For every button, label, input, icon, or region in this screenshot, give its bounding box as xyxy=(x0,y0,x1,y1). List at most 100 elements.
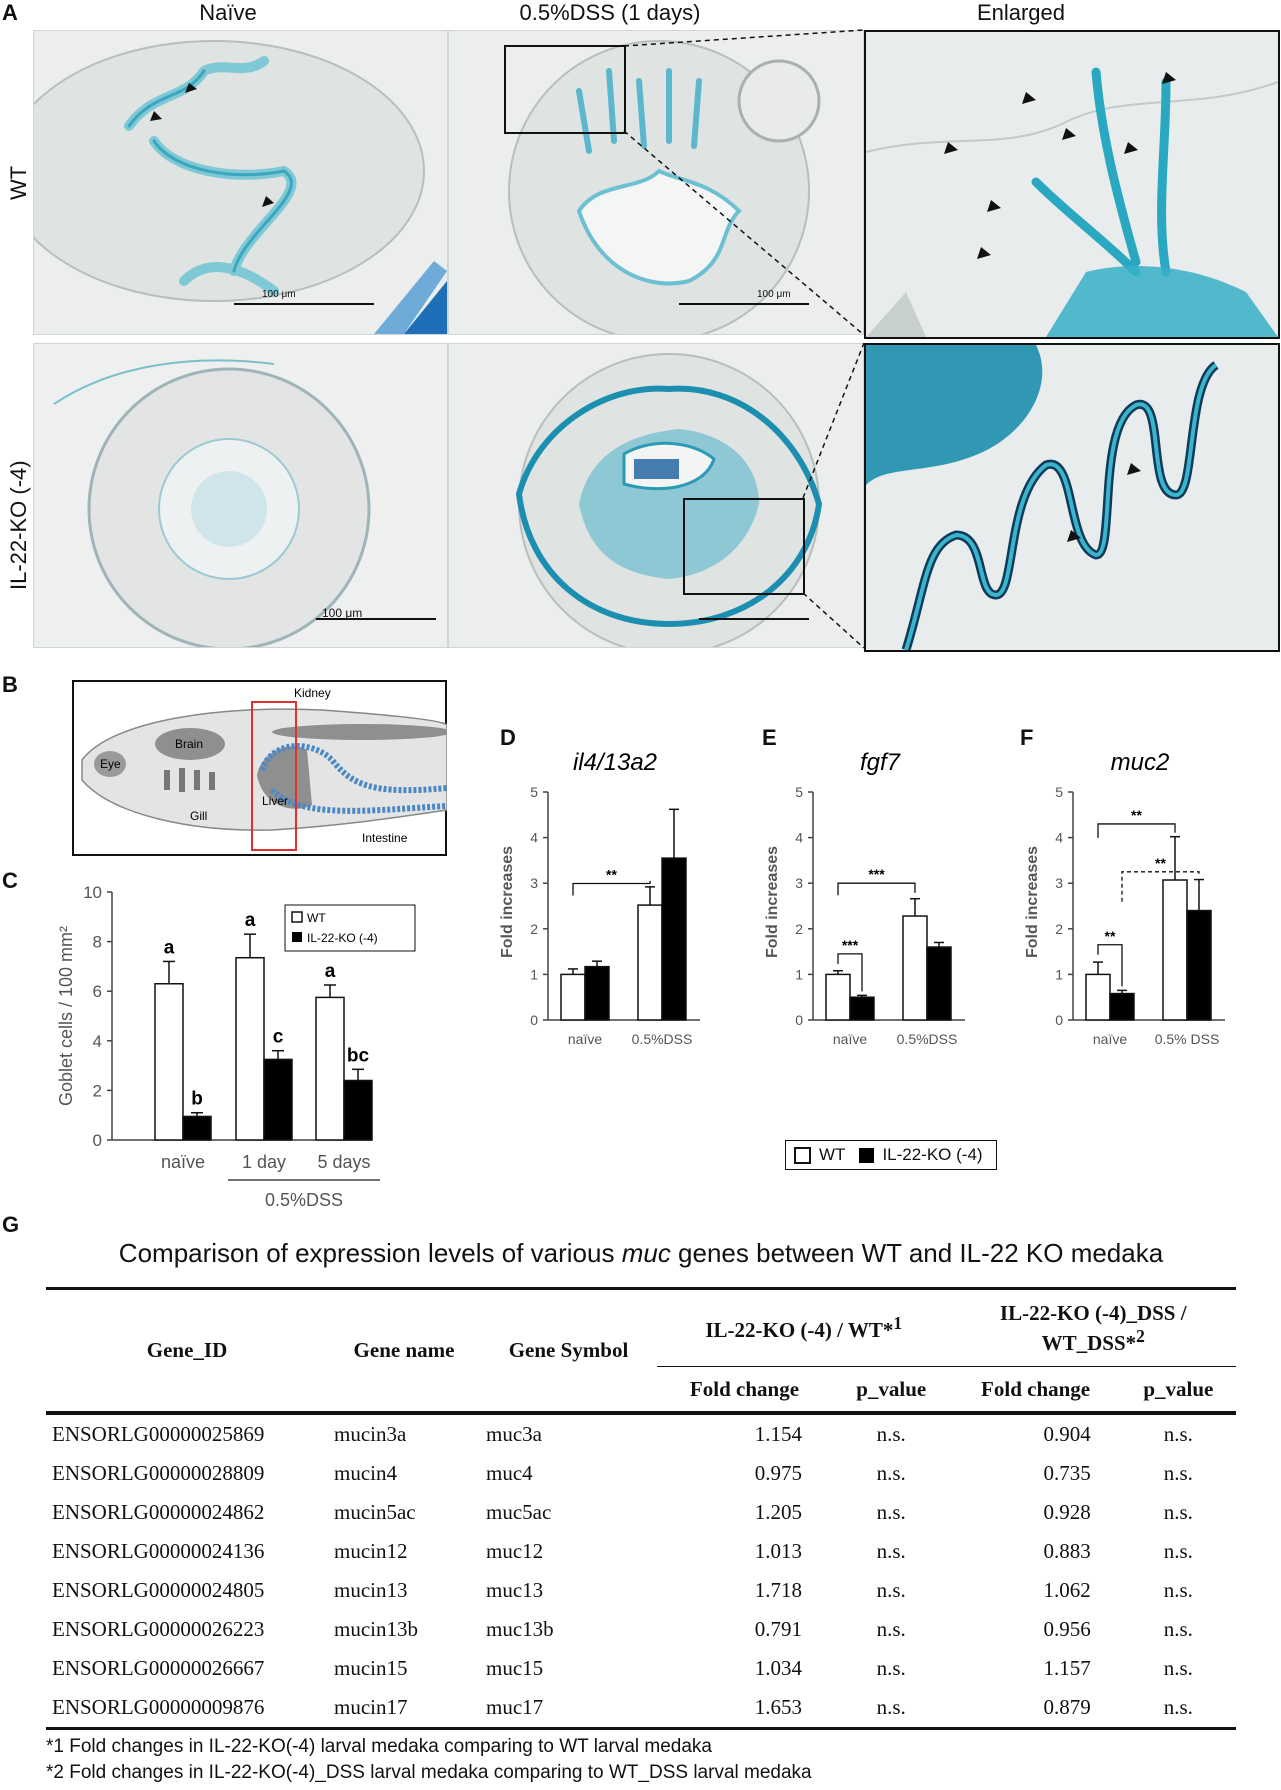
cell-gene-name: mucin5ac xyxy=(334,1500,416,1524)
cell-p-value-1: n.s. xyxy=(876,1656,906,1680)
c-group-label: 0.5%DSS xyxy=(265,1190,343,1210)
panel_f-y-tick-label: 1 xyxy=(1055,966,1063,982)
fish-label-gill: Gill xyxy=(190,809,207,823)
cell-fold-change-1: 1.205 xyxy=(754,1500,802,1524)
def-legend-wt-swatch xyxy=(794,1146,811,1164)
panel-b-letter: B xyxy=(2,672,18,697)
c-letter-label: a xyxy=(164,937,175,958)
panel-g-letter: G xyxy=(2,1212,20,1237)
panel_d-y-axis-label: Fold increases xyxy=(499,846,516,958)
cell-gene-name: mucin13b xyxy=(334,1617,418,1641)
panel_d-y-tick-label: 0 xyxy=(530,1012,538,1028)
cell-gene-name: mucin15 xyxy=(334,1656,408,1680)
c-letter-label: c xyxy=(273,1027,284,1048)
panel_f-bar xyxy=(1162,879,1188,1021)
def-legend-ko: IL-22-KO (-4) xyxy=(882,1145,983,1164)
th-gene-symbol: Gene Symbol xyxy=(508,1338,629,1362)
c-legend-ko-swatch xyxy=(292,932,302,942)
cell-gene-symbol: muc13b xyxy=(486,1617,554,1641)
c-category-label: 5 days xyxy=(317,1152,370,1172)
panel-a-letter: A xyxy=(2,0,18,25)
c-legend-box xyxy=(284,904,416,952)
c-bar xyxy=(263,1058,293,1141)
table-row: ENSORLG00000028809 mucin4 muc4 0.975 n.s. 0.7… xyxy=(46,1454,1236,1493)
panel_d-sig-label: ** xyxy=(606,866,617,882)
c-y-axis-label: Goblet cells / 100 mm² xyxy=(56,926,76,1106)
c-letter-label: a xyxy=(245,910,256,931)
table-title-post: genes between WT and IL-22 KO medaka xyxy=(670,1238,1164,1268)
panel_e-y-tick-label: 2 xyxy=(795,921,803,937)
fish-label-brain: Brain xyxy=(175,737,203,751)
panel_e-y-tick-label: 0 xyxy=(795,1012,803,1028)
panel-f-letter: F xyxy=(1020,725,1034,750)
panel_d-category-label: 0.5%DSS xyxy=(632,1031,693,1047)
table-row: ENSORLG00000024862 mucin5ac muc5ac 1.205 n.s… xyxy=(46,1493,1236,1532)
c-letter-label: bc xyxy=(347,1045,370,1066)
cell-gene-symbol: muc5ac xyxy=(486,1500,552,1524)
cell-gene-id: ENSORLG00000025869 xyxy=(52,1422,265,1446)
panel_f-category-label: 0.5% DSS xyxy=(1155,1031,1220,1047)
c-bar xyxy=(182,1115,212,1141)
cell-p-value-2: n.s. xyxy=(1163,1422,1193,1446)
c-bar xyxy=(154,983,184,1141)
cell-fold-change-1: 1.013 xyxy=(754,1539,802,1563)
th-group2-line2: WT_DSS* xyxy=(1041,1330,1137,1355)
table-title-pre: Comparison of expression levels of vario… xyxy=(118,1238,622,1268)
chart-d: il4/13a2 0 1 2 3 4 5 Fold increases naïve 0.5%DSS… xyxy=(499,749,700,1047)
c-y-tick-label: 0 xyxy=(93,1131,102,1150)
panel_f-sig-label: ** xyxy=(1105,928,1116,944)
panel_e-y-axis-label: Fold increases xyxy=(764,846,781,958)
cell-fold-change-1: 0.791 xyxy=(754,1617,802,1641)
def-legend-ko-swatch xyxy=(859,1147,875,1163)
cell-fold-change-1: 1.653 xyxy=(754,1695,802,1719)
panel_f-category-label: naïve xyxy=(1093,1031,1127,1047)
footnote-1: *1 Fold changes in IL-22-KO(-4) larval m… xyxy=(46,1736,712,1757)
cell-fold-change-2: 0.928 xyxy=(1043,1500,1091,1524)
micrograph-wt-naive xyxy=(33,30,448,335)
c-y-tick-label: 8 xyxy=(93,933,102,952)
cell-p-value-1: n.s. xyxy=(876,1578,906,1602)
cell-fold-change-2: 1.062 xyxy=(1043,1578,1091,1602)
chart-e: fgf7 0 1 2 3 4 5 Fold increases naïve 0.5%DSS *** *… xyxy=(764,749,965,1047)
chart-f: muc2 0 1 2 3 4 5 Fold increases naïve 0.5% DSS ** *… xyxy=(1024,749,1225,1047)
panel_e-category-label: 0.5%DSS xyxy=(897,1031,958,1047)
cell-gene-symbol: muc12 xyxy=(486,1539,544,1563)
panel_d-bar xyxy=(560,973,586,1021)
th-p-value-1: p_value xyxy=(856,1376,927,1401)
panel_d-title: il4/13a2 xyxy=(573,749,657,776)
cell-fold-change-2: 0.956 xyxy=(1043,1617,1091,1641)
panel_e-y-tick-label: 1 xyxy=(795,966,803,982)
panel-e-letter: E xyxy=(762,725,777,750)
panel_e-title: fgf7 xyxy=(860,749,902,776)
panel_e-sig-label: *** xyxy=(842,937,859,953)
panel_f-sig-label: ** xyxy=(1155,855,1166,871)
panel_f-sig-bracket xyxy=(1121,871,1200,902)
cell-gene-name: mucin12 xyxy=(334,1539,408,1563)
cell-fold-change-2: 0.735 xyxy=(1043,1461,1091,1485)
th-gene-id: Gene_ID xyxy=(146,1338,228,1362)
panel_e-y-tick-label: 5 xyxy=(795,784,803,800)
cell-gene-id: ENSORLG00000009876 xyxy=(52,1695,265,1719)
c-legend-wt-swatch xyxy=(291,911,303,923)
footnote-2: *2 Fold changes in IL-22-KO(-4)_DSS larv… xyxy=(46,1762,812,1783)
cell-p-value-2: n.s. xyxy=(1163,1500,1193,1524)
panel_d-bar xyxy=(584,965,610,1021)
cell-gene-symbol: muc4 xyxy=(486,1461,533,1485)
panel_d-category-label: naïve xyxy=(568,1031,602,1047)
c-bar xyxy=(235,956,265,1141)
panel_d-y-tick-label: 1 xyxy=(530,966,538,982)
c-category-label: 1 day xyxy=(242,1152,286,1172)
th-group1-text: IL-22-KO (-4) / WT* xyxy=(705,1318,894,1342)
c-y-tick-label: 6 xyxy=(93,982,102,1001)
cell-p-value-1: n.s. xyxy=(876,1422,906,1446)
table-row: ENSORLG00000025869 mucin3a muc3a 1.154 n.s. 0… xyxy=(46,1413,1236,1454)
col-title-dss: 0.5%DSS (1 days) xyxy=(519,0,701,25)
chart-c: 0 2 4 6 8 10 Goblet cells / 100 mm² a b naïve a c 1 … xyxy=(56,883,416,1210)
micrograph-ko-enlarged xyxy=(864,343,1280,652)
c-bar xyxy=(343,1079,373,1141)
panel_f-sig-label: ** xyxy=(1131,807,1142,823)
table-row: ENSORLG00000024805 mucin13 muc13 1.718 n.s. 1… xyxy=(46,1571,1236,1610)
cell-gene-name: mucin13 xyxy=(334,1578,408,1602)
col-title-naive: Naïve xyxy=(199,0,257,25)
c-category-label: naïve xyxy=(161,1152,205,1172)
